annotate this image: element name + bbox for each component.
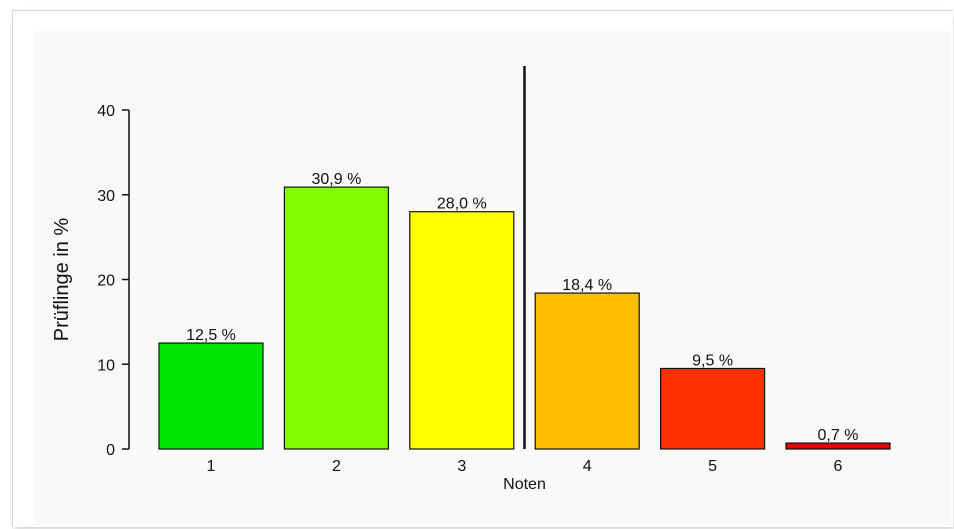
- y-tick-label: 40: [97, 103, 115, 120]
- data-labels: 12,5 % 30,9 % 28,0 % 18,4 % 9,5 % 0,7 %: [186, 171, 858, 444]
- data-label-6: 0,7 %: [818, 427, 859, 444]
- x-tick-label-5: 5: [708, 458, 717, 475]
- x-tick-label-3: 3: [457, 458, 466, 475]
- x-axis-title: Noten: [503, 476, 546, 493]
- bar-5: [659, 367, 766, 450]
- data-label-1: 12,5 %: [186, 327, 236, 344]
- bar-1: [158, 342, 264, 450]
- x-tick-label-1: 1: [207, 458, 216, 475]
- y-tick-label: 0: [106, 442, 115, 459]
- y-axis: 0 10 20 30 40: [97, 103, 130, 459]
- y-tick-label: 20: [97, 273, 115, 290]
- x-tick-label-6: 6: [834, 458, 843, 475]
- bar-6: [785, 442, 891, 450]
- bar-3: [409, 211, 515, 450]
- data-label-4: 18,4 %: [562, 277, 612, 294]
- x-tick-label-4: 4: [583, 458, 592, 475]
- x-tick-label-2: 2: [332, 458, 341, 475]
- y-tick-label: 30: [97, 188, 115, 205]
- y-axis-title: Prüflinge in %: [51, 218, 73, 342]
- bar-4: [534, 292, 640, 450]
- y-tick-label: 10: [97, 357, 115, 374]
- data-label-2: 30,9 %: [311, 171, 361, 188]
- data-label-3: 28,0 %: [437, 196, 487, 213]
- x-tick-labels: 1 2 3 4 5 6: [207, 458, 843, 475]
- data-label-5: 9,5 %: [692, 352, 733, 369]
- bars: [158, 186, 891, 450]
- bar-2: [283, 186, 389, 450]
